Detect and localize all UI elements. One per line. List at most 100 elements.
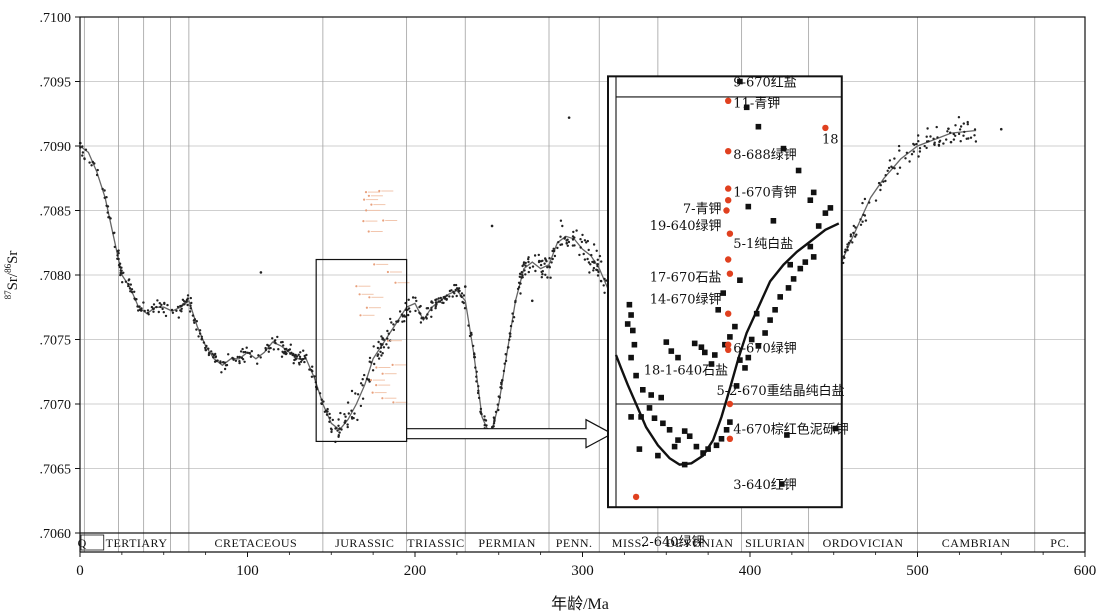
seawater-point xyxy=(340,428,343,431)
period-label: TRIASSIC xyxy=(407,536,464,550)
inset-sample-label: 18-1-640石盐 xyxy=(644,363,728,378)
seawater-point xyxy=(328,412,331,416)
seawater-point xyxy=(463,307,467,310)
seawater-point xyxy=(438,300,442,303)
inset-black-point xyxy=(666,427,673,433)
seawater-point xyxy=(200,338,203,341)
inset-black-point xyxy=(727,419,733,425)
seawater-point xyxy=(497,408,500,412)
seawater-point xyxy=(588,271,591,274)
seawater-point xyxy=(844,248,847,251)
seawater-point xyxy=(326,407,329,411)
seawater-point xyxy=(239,350,243,353)
inset-red-point xyxy=(725,310,732,317)
seawater-point xyxy=(103,196,106,199)
seawater-point xyxy=(420,317,423,320)
seawater-point xyxy=(579,246,582,249)
seawater-point xyxy=(522,261,526,264)
seawater-point xyxy=(318,392,322,395)
seawater-point xyxy=(954,134,957,137)
seawater-point xyxy=(863,214,867,217)
seawater-point xyxy=(93,162,96,165)
seawater-point xyxy=(359,382,363,385)
seawater-point xyxy=(888,159,892,162)
inset-panel: 9-670红盐 11-青钾 18 8-688绿钾 1-670青钾 7-青钾 19-640绿钾… xyxy=(607,75,849,550)
seawater-point xyxy=(963,130,966,134)
seawater-point xyxy=(580,240,584,244)
seawater-point xyxy=(879,184,882,187)
seawater-point xyxy=(528,266,532,269)
seawater-point xyxy=(589,263,592,266)
inset-black-point xyxy=(815,223,822,229)
seawater-point xyxy=(204,346,207,350)
seawater-point xyxy=(166,303,169,307)
seawater-point xyxy=(460,292,464,295)
inset-black-point xyxy=(636,446,643,452)
seawater-point xyxy=(445,294,448,297)
seawater-point xyxy=(563,236,567,239)
jurassic-red-point xyxy=(375,366,378,369)
seawater-point xyxy=(271,337,274,340)
seawater-point xyxy=(152,303,156,306)
seawater-point xyxy=(373,362,376,366)
seawater-point xyxy=(897,144,901,148)
seawater-point xyxy=(117,249,120,252)
period-label: PERMIAN xyxy=(478,536,536,550)
seawater-point xyxy=(186,303,189,307)
seawater-point xyxy=(503,362,506,365)
inset-black-point xyxy=(827,205,834,211)
seawater-point xyxy=(186,297,189,300)
period-label: MISS. xyxy=(612,536,646,550)
seawater-point xyxy=(299,357,302,360)
seawater-point xyxy=(917,155,920,158)
seawater-point xyxy=(450,289,453,292)
seawater-point xyxy=(385,343,388,346)
seawater-point xyxy=(431,301,434,304)
seawater-point xyxy=(942,142,945,145)
seawater-point xyxy=(216,359,219,362)
inset-sample-label: 5-1纯白盐 xyxy=(733,236,793,252)
seawater-point xyxy=(426,313,429,316)
seawater-point xyxy=(274,341,277,345)
seawater-point xyxy=(511,320,514,323)
seawater-point xyxy=(290,351,293,354)
seawater-point xyxy=(559,235,562,238)
zoom-arrow xyxy=(406,418,614,449)
seawater-point xyxy=(527,256,530,259)
seawater-point xyxy=(256,362,259,365)
seawater-point xyxy=(220,371,223,374)
seawater-point xyxy=(84,148,88,151)
seawater-point xyxy=(954,124,957,127)
y-tick-label: .7100 xyxy=(40,11,72,26)
seawater-point xyxy=(396,320,399,323)
x-tick-label: 600 xyxy=(1074,563,1097,579)
seawater-point xyxy=(280,355,284,358)
seawater-point xyxy=(597,270,600,274)
seawater-point xyxy=(501,378,504,382)
seawater-point xyxy=(966,123,969,126)
inset-black-point xyxy=(748,336,755,343)
seawater-point xyxy=(128,287,132,290)
seawater-point xyxy=(204,349,208,352)
inset-red-point xyxy=(726,270,734,277)
seawater-point xyxy=(451,295,454,298)
seawater-point xyxy=(559,219,563,222)
seawater-point xyxy=(524,264,527,267)
seawater-point xyxy=(949,131,952,134)
seawater-point xyxy=(103,189,106,192)
seawater-point xyxy=(912,150,915,153)
seawater-point xyxy=(179,309,182,312)
seawater-point xyxy=(475,370,478,373)
inset-sample-label: 4-670棕红色泥砾钾 xyxy=(733,422,848,438)
inset-black-point xyxy=(708,361,715,367)
seawater-point xyxy=(337,434,340,437)
inset-sample-label: 2-640绿钾 xyxy=(641,535,704,550)
seawater-point xyxy=(281,340,284,344)
seawater-point xyxy=(596,258,599,261)
seawater-point xyxy=(527,270,530,274)
axes: 0 100 200 300 400 500 600 .7060 .7065 .7070 .7075.… xyxy=(40,11,1097,579)
seawater-point xyxy=(363,373,366,377)
inset-black-point xyxy=(810,254,817,260)
seawater-point xyxy=(462,294,466,297)
seawater-point xyxy=(517,281,521,284)
